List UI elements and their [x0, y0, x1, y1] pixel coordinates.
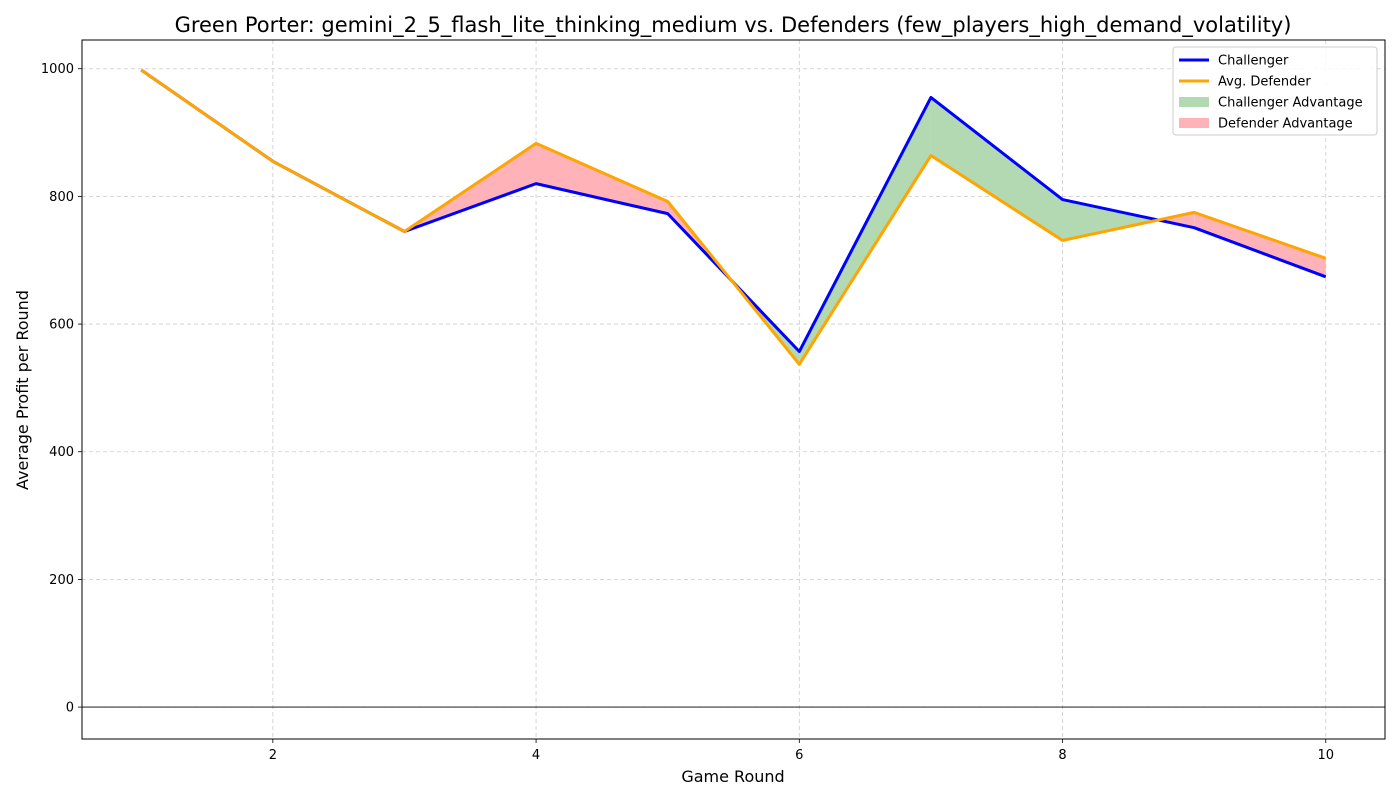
defender-advantage-area — [1158, 212, 1195, 228]
defender-advantage-area — [1194, 212, 1326, 277]
x-tick-label: 10 — [1317, 748, 1334, 763]
x-ticks: 2 4 6 8 10 — [269, 739, 1334, 763]
x-tick-label: 2 — [269, 748, 277, 763]
y-tick-label: 800 — [49, 190, 74, 205]
y-tick-label: 200 — [49, 573, 74, 588]
chart-title: Green Porter: gemini_2_5_flash_lite_thin… — [175, 13, 1292, 38]
challenger-advantage-area — [930, 97, 1063, 241]
legend-defender-label: Avg. Defender — [1218, 75, 1311, 90]
x-axis-label: Game Round — [681, 767, 784, 786]
y-tick-label: 600 — [49, 318, 74, 333]
plot-frame — [81, 39, 1386, 740]
defender-advantage-area — [536, 143, 668, 214]
grid — [82, 40, 1385, 739]
legend-challenger-advantage-swatch — [1179, 97, 1209, 107]
y-tick-label: 400 — [49, 445, 74, 460]
legend-challenger-advantage-label: Challenger Advantage — [1218, 96, 1363, 111]
defender-line — [140, 68, 1327, 366]
legend-defender-advantage-label: Defender Advantage — [1218, 117, 1353, 132]
y-ticks: 0 200 400 600 800 1000 — [41, 62, 82, 716]
legend-challenger-label: Challenger — [1218, 54, 1289, 69]
legend-defender-advantage-swatch — [1179, 118, 1209, 128]
series-lines — [140, 68, 1327, 366]
challenger-line — [140, 68, 1327, 354]
challenger-advantage-area — [1062, 199, 1159, 241]
y-tick-label: 0 — [66, 701, 74, 716]
y-tick-label: 1000 — [41, 62, 74, 77]
x-tick-label: 4 — [532, 748, 540, 763]
y-axis-label: Average Profit per Round — [13, 290, 32, 490]
legend-box — [1172, 46, 1378, 136]
legend: Challenger Avg. Defender Challenger Advant… — [1172, 46, 1378, 136]
x-tick-label: 8 — [1058, 748, 1066, 763]
x-tick-label: 6 — [795, 748, 803, 763]
